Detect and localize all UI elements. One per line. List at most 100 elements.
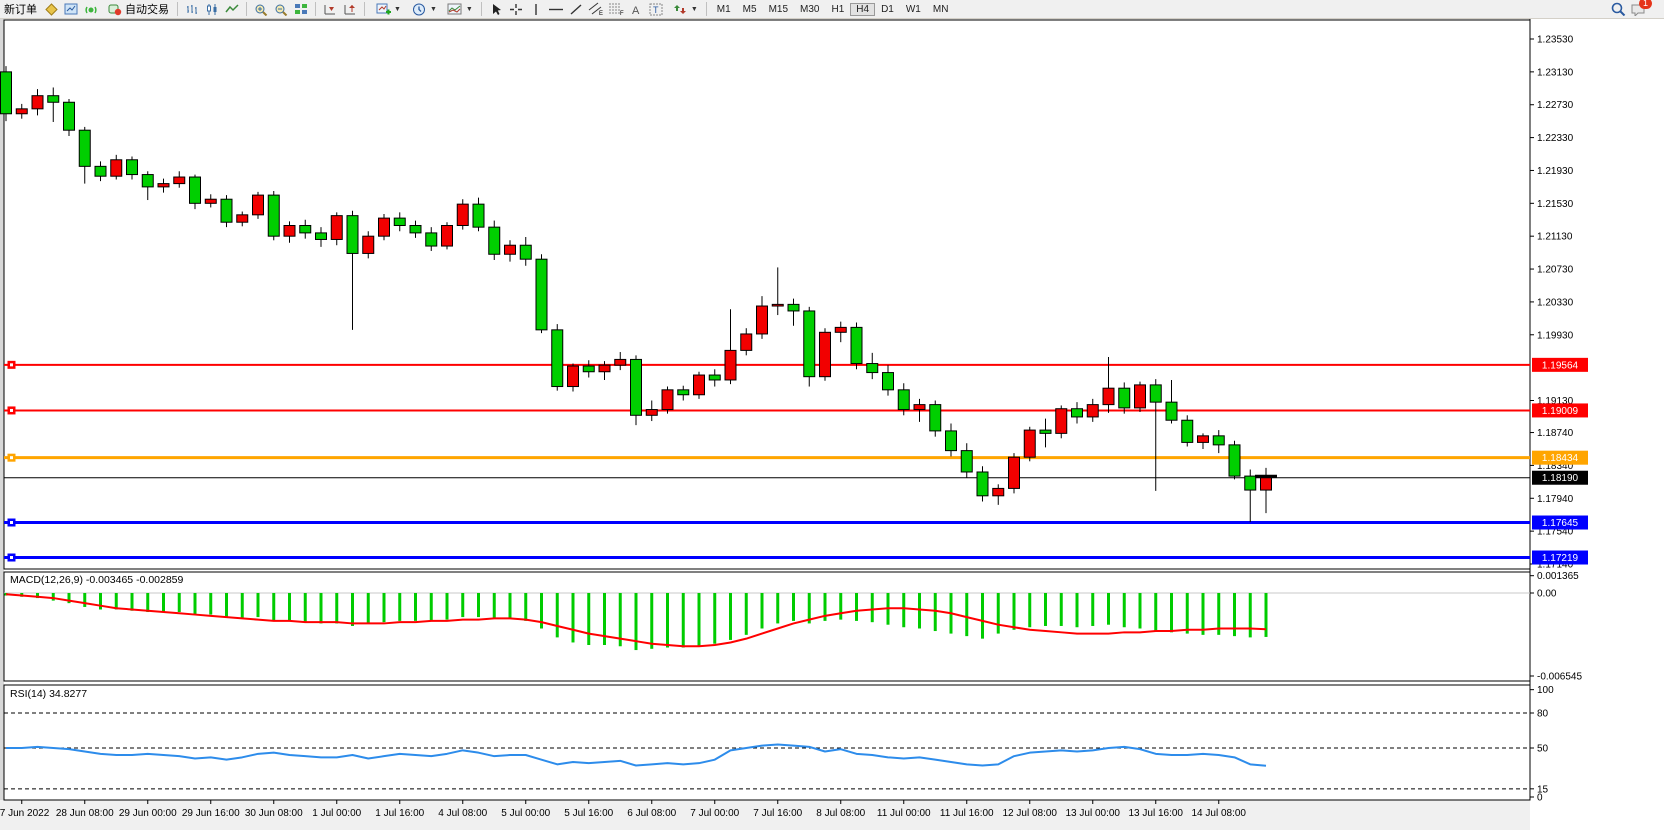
candle-down[interactable] xyxy=(409,225,422,234)
candle-up[interactable] xyxy=(204,198,217,204)
candle-down[interactable] xyxy=(866,363,879,374)
candle-up[interactable] xyxy=(913,404,926,411)
candle-down[interactable] xyxy=(488,226,501,255)
candle-down[interactable] xyxy=(1165,401,1178,421)
candle-down[interactable] xyxy=(882,372,894,391)
candle-down[interactable] xyxy=(315,232,327,240)
candle-down[interactable] xyxy=(267,194,280,237)
candle-down[interactable] xyxy=(1181,419,1194,443)
fibonacci-icon[interactable]: F xyxy=(608,2,624,17)
candle-up[interactable] xyxy=(15,108,28,115)
tile-windows-icon[interactable] xyxy=(293,2,309,17)
candle-up[interactable] xyxy=(771,303,784,307)
timeframe-w1[interactable]: W1 xyxy=(905,3,921,15)
candle-down[interactable] xyxy=(63,101,75,131)
candle-down[interactable] xyxy=(1244,475,1257,491)
chart-canvas[interactable]: 1.23530 1.23130 1.22730 1.22330 1.21930 1.215… xyxy=(0,19,1664,830)
templates-button[interactable]: ▼ xyxy=(441,1,477,17)
candle-up[interactable] xyxy=(1102,387,1115,406)
candle-down[interactable] xyxy=(1212,435,1225,446)
candle-down[interactable] xyxy=(78,129,91,167)
candle-up[interactable] xyxy=(1023,429,1036,458)
candle-down[interactable] xyxy=(850,326,863,365)
signal-icon[interactable] xyxy=(83,2,99,17)
candle-down[interactable] xyxy=(677,389,690,396)
candle-down[interactable] xyxy=(582,365,595,373)
timeframe-m30[interactable]: M30 xyxy=(800,3,820,15)
bar-chart-icon[interactable] xyxy=(184,2,200,17)
candle-down[interactable] xyxy=(960,450,973,473)
candle-down[interactable] xyxy=(299,225,312,234)
zoom-in-icon[interactable] xyxy=(253,2,269,17)
gem-icon[interactable] xyxy=(43,2,59,17)
timeframe-mn[interactable]: MN xyxy=(932,3,949,15)
notifications-icon[interactable]: 1 xyxy=(1630,0,1652,17)
timeframe-m1[interactable]: M1 xyxy=(716,3,731,15)
candle-up[interactable] xyxy=(236,214,249,223)
candle-up[interactable] xyxy=(31,95,44,110)
indicators-button[interactable]: ▼ xyxy=(369,1,405,17)
zoom-out-icon[interactable] xyxy=(273,2,289,17)
market-watch-icon[interactable] xyxy=(63,2,79,17)
candle-down[interactable] xyxy=(787,303,800,312)
text-label-icon[interactable]: T xyxy=(648,2,664,17)
candle-up[interactable] xyxy=(1055,408,1068,434)
candle-down[interactable] xyxy=(897,389,910,411)
candle-up[interactable] xyxy=(173,176,186,185)
candle-down[interactable] xyxy=(47,95,60,103)
candlestick-icon[interactable] xyxy=(204,2,220,17)
timeframe-m15[interactable]: M15 xyxy=(768,3,789,15)
candle-up[interactable] xyxy=(1260,477,1272,491)
candle-down[interactable] xyxy=(1228,444,1241,477)
candle-up[interactable] xyxy=(1008,456,1020,489)
candle-up[interactable] xyxy=(598,364,611,373)
candle-up[interactable] xyxy=(1086,404,1099,418)
candle-up[interactable] xyxy=(834,326,847,333)
candle-up[interactable] xyxy=(157,183,170,188)
candle-down[interactable] xyxy=(472,203,485,228)
candle-down[interactable] xyxy=(425,232,438,247)
candle-down[interactable] xyxy=(189,176,201,204)
candle-down[interactable] xyxy=(0,71,12,115)
candle-down[interactable] xyxy=(1039,429,1052,434)
auto-scroll-icon[interactable] xyxy=(322,2,338,17)
cursor-icon[interactable] xyxy=(488,2,504,17)
candle-down[interactable] xyxy=(929,404,942,432)
candle-up[interactable] xyxy=(645,409,658,416)
candle-up[interactable] xyxy=(740,333,753,351)
timeframe-d1[interactable]: D1 xyxy=(881,3,894,15)
search-icon[interactable] xyxy=(1610,2,1626,17)
candle-down[interactable] xyxy=(94,165,107,177)
candle-down[interactable] xyxy=(220,198,233,223)
vertical-line-icon[interactable] xyxy=(528,2,544,17)
candle-up[interactable] xyxy=(1134,384,1146,409)
line-chart-icon[interactable] xyxy=(224,2,240,17)
candle-up[interactable] xyxy=(819,331,831,378)
candle-down[interactable] xyxy=(1118,387,1131,409)
arrows-button[interactable]: ▼ xyxy=(666,1,702,17)
candle-up[interactable] xyxy=(1197,435,1209,443)
candle-down[interactable] xyxy=(535,258,548,331)
autotrade-button[interactable]: 自动交易 xyxy=(101,1,173,17)
candle-down[interactable] xyxy=(126,159,138,176)
candle-up[interactable] xyxy=(567,365,579,388)
candle-down[interactable] xyxy=(141,174,154,188)
candle-up[interactable] xyxy=(992,487,1005,497)
candle-up[interactable] xyxy=(252,194,264,216)
candle-down[interactable] xyxy=(393,217,406,227)
timeframe-h4[interactable]: H4 xyxy=(850,2,876,16)
candle-down[interactable] xyxy=(1149,384,1162,403)
candle-up[interactable] xyxy=(441,225,453,247)
periods-button[interactable]: ▼ xyxy=(405,1,441,17)
candle-up[interactable] xyxy=(110,159,123,177)
candle-up[interactable] xyxy=(504,244,516,255)
candle-down[interactable] xyxy=(519,244,532,260)
new-order-button[interactable]: 新订单 xyxy=(0,1,41,17)
candle-up[interactable] xyxy=(378,217,390,237)
candle-up[interactable] xyxy=(693,374,705,396)
horizontal-line-icon[interactable] xyxy=(548,2,564,17)
timeframe-m5[interactable]: M5 xyxy=(742,3,757,15)
candle-down[interactable] xyxy=(346,215,359,254)
equidistant-channel-icon[interactable]: E xyxy=(588,2,604,17)
candle-up[interactable] xyxy=(283,225,296,237)
